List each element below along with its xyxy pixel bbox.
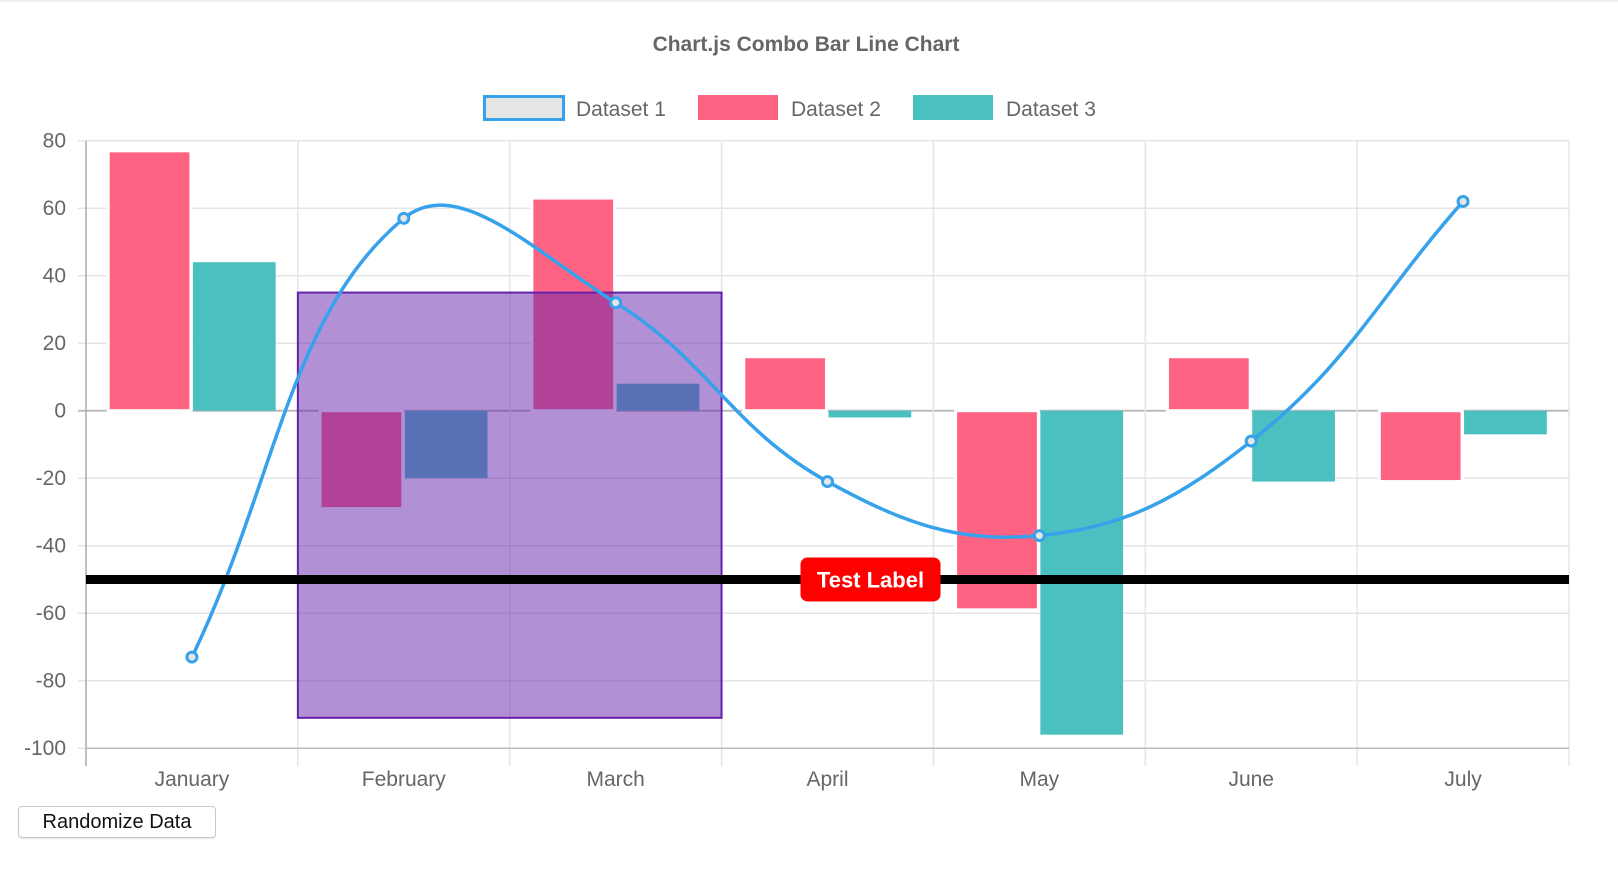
top-border bbox=[0, 0, 1618, 2]
x-tick-label: February bbox=[362, 768, 447, 791]
annotation-label: Test Label bbox=[817, 567, 924, 592]
bar-dataset-3-july bbox=[1464, 410, 1547, 435]
bar-dataset-2-april bbox=[742, 355, 828, 413]
bar-dataset-2-july bbox=[1377, 409, 1464, 484]
y-tick-label: -60 bbox=[36, 602, 66, 625]
bar-dataset-3-june bbox=[1252, 410, 1335, 482]
point-dataset-1-february bbox=[397, 211, 411, 225]
bar-dataset-3-may bbox=[1040, 410, 1124, 735]
legend-item-3: Dataset 3 bbox=[913, 95, 1096, 121]
randomize-data-button[interactable]: Randomize Data bbox=[18, 806, 216, 838]
x-tick-label: April bbox=[806, 768, 848, 791]
x-tick-label: July bbox=[1444, 768, 1482, 791]
legend-swatch bbox=[913, 95, 993, 120]
x-tick-label: January bbox=[155, 768, 230, 791]
y-tick-label: 60 bbox=[43, 197, 66, 220]
legend-item-1: Dataset 1 bbox=[483, 95, 666, 121]
x-tick-label: June bbox=[1228, 768, 1274, 791]
y-tick-label: -40 bbox=[36, 535, 66, 558]
box-annotation bbox=[296, 291, 723, 719]
bar-dataset-3-april bbox=[828, 410, 912, 418]
point-dataset-1-may bbox=[1032, 529, 1046, 543]
x-tick-label: May bbox=[1020, 768, 1060, 791]
point-dataset-1-june bbox=[1244, 434, 1258, 448]
y-tick-label: 40 bbox=[43, 265, 66, 288]
point-dataset-1-march bbox=[609, 296, 623, 310]
y-tick-label: -20 bbox=[36, 467, 66, 490]
chart-title: Chart.js Combo Bar Line Chart bbox=[653, 33, 960, 56]
y-tick-label: -100 bbox=[24, 737, 66, 760]
legend-swatch bbox=[483, 95, 565, 121]
point-dataset-1-july bbox=[1456, 194, 1470, 208]
y-tick-label: 0 bbox=[54, 400, 66, 423]
bar-dataset-2-january bbox=[106, 149, 193, 413]
x-tick-label: March bbox=[586, 768, 644, 791]
point-dataset-1-april bbox=[821, 475, 834, 489]
y-tick-label: 20 bbox=[43, 332, 66, 355]
legend-label: Dataset 2 bbox=[791, 98, 881, 121]
legend-label: Dataset 1 bbox=[576, 98, 666, 121]
y-tick-label: -80 bbox=[36, 670, 66, 693]
annotation-label-bg bbox=[800, 557, 941, 602]
legend-item-2: Dataset 2 bbox=[698, 95, 881, 121]
legend-label: Dataset 3 bbox=[1006, 98, 1096, 121]
bar-dataset-3-january bbox=[192, 262, 276, 411]
point-dataset-1-january bbox=[185, 650, 199, 664]
legend-swatch bbox=[698, 95, 778, 120]
bar-dataset-2-june bbox=[1165, 355, 1252, 413]
y-tick-label: 80 bbox=[43, 130, 66, 153]
